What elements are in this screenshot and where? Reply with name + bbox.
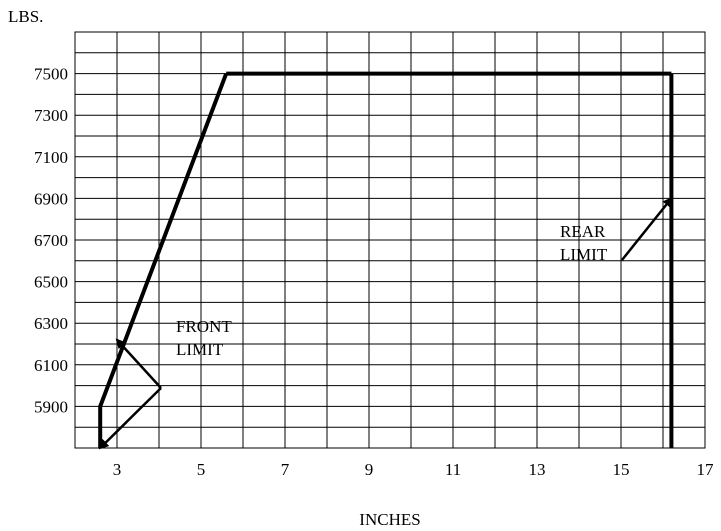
- chart-annotations: FRONT LIMIT REAR LIMIT: [98, 196, 673, 450]
- x-tick-label: 9: [365, 460, 374, 479]
- y-tick-label: 6300: [34, 314, 68, 333]
- x-tick-label: 15: [613, 460, 630, 479]
- y-tick-label: 6900: [34, 189, 68, 208]
- x-tick-label: 13: [529, 460, 546, 479]
- x-tick-label: 11: [445, 460, 461, 479]
- annotation-label: LIMIT: [560, 245, 608, 264]
- y-tick-label: 6100: [34, 356, 68, 375]
- limit-series: [98, 71, 674, 448]
- annotation-arrow: [115, 338, 162, 389]
- annotation-arrow: [98, 387, 162, 450]
- annotation-label: REAR: [560, 222, 606, 241]
- y-axis-ticks: 7500 7300 7100 6900 6700 6500 6300 6100 5900: [34, 65, 68, 417]
- annotation-arrow: [621, 196, 673, 261]
- annotation-label: LIMIT: [176, 340, 224, 359]
- limit-line-1: [98, 72, 229, 448]
- annotation-label: FRONT: [176, 317, 232, 336]
- y-axis-title: LBS.: [8, 7, 43, 26]
- y-tick-label: 6700: [34, 231, 68, 250]
- plot-frame: [74, 31, 706, 449]
- x-tick-label: 5: [197, 460, 206, 479]
- x-tick-label: 7: [281, 460, 290, 479]
- y-tick-label: 6500: [34, 273, 68, 292]
- y-tick-label: 7500: [34, 65, 68, 84]
- x-axis-title: INCHES: [359, 510, 420, 529]
- x-tick-label: 3: [113, 460, 122, 479]
- y-tick-label: 7300: [34, 106, 68, 125]
- x-axis-ticks: 3 5 7 9 11 13 15 17: [113, 460, 714, 479]
- y-tick-label: 7100: [34, 148, 68, 167]
- chart-grid: [74, 31, 706, 449]
- x-tick-label: 17: [697, 460, 715, 479]
- y-tick-label: 5900: [34, 397, 68, 416]
